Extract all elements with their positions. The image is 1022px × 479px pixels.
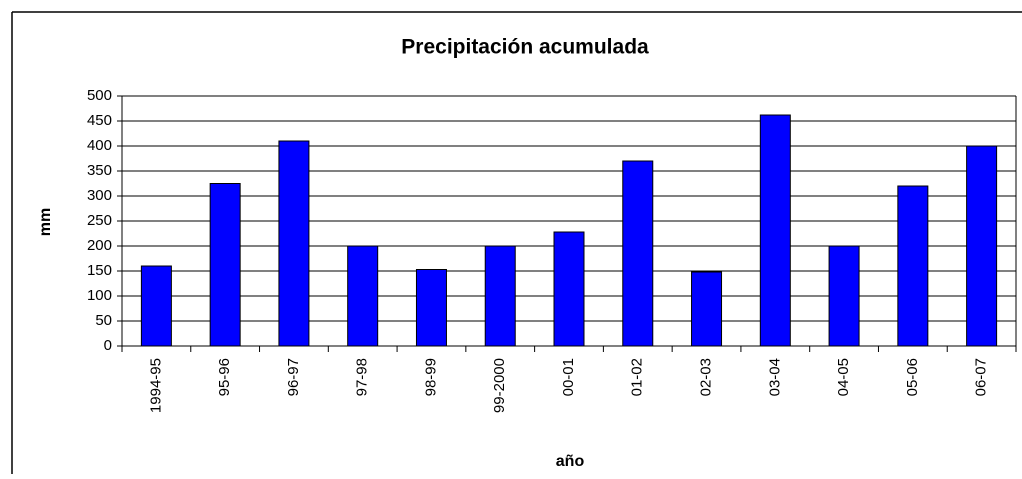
x-tick-label: 02-03	[698, 358, 715, 396]
bar	[759, 114, 791, 347]
y-tick-label: 400	[87, 137, 112, 154]
x-axis-title: año	[556, 453, 585, 470]
x-tick-label: 95-96	[216, 358, 233, 396]
x-tick-label: 98-99	[422, 358, 439, 396]
x-tick-label: 99-2000	[491, 358, 508, 413]
chart-title: Precipitación acumulada	[401, 36, 649, 59]
x-tick-label: 97-98	[354, 358, 371, 396]
y-tick-label: 300	[87, 187, 112, 204]
x-tick-label: 06-07	[973, 358, 990, 396]
bar	[553, 231, 585, 347]
bar	[828, 245, 860, 347]
bar	[691, 271, 723, 347]
x-tick-label: 01-02	[629, 358, 646, 396]
x-tick-label: 05-06	[904, 358, 921, 396]
bar	[415, 269, 447, 347]
y-tick-label: 50	[95, 312, 112, 329]
bar	[209, 183, 241, 347]
y-tick-label: 100	[87, 287, 112, 304]
x-tick-label: 00-01	[560, 358, 577, 396]
y-tick-label: 0	[104, 337, 112, 354]
x-tick-label: 03-04	[766, 358, 783, 396]
y-tick-label: 200	[87, 237, 112, 254]
x-tick-label: 96-97	[285, 358, 302, 396]
bar	[278, 140, 310, 347]
y-tick-label: 150	[87, 262, 112, 279]
x-tick-label: 1994-95	[147, 358, 164, 413]
bar	[966, 145, 998, 347]
y-tick-label: 450	[87, 112, 112, 129]
bar	[347, 245, 379, 347]
y-tick-label: 500	[87, 87, 112, 104]
bar	[622, 160, 654, 347]
bar	[140, 265, 172, 347]
y-tick-label: 250	[87, 212, 112, 229]
x-tick-label: 04-05	[835, 358, 852, 396]
y-axis-title: mm	[37, 208, 54, 236]
bar	[897, 185, 929, 347]
y-tick-label: 350	[87, 162, 112, 179]
bar	[484, 245, 516, 347]
